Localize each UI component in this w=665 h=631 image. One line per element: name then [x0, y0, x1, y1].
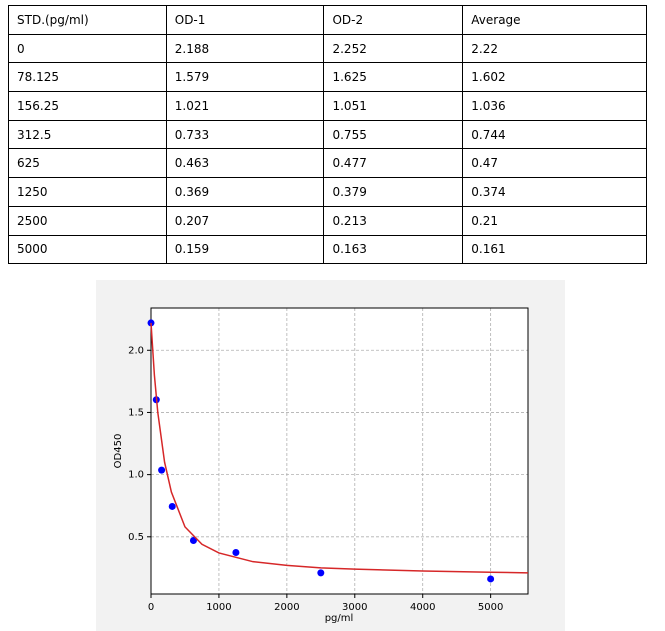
table-row: 2500 0.207 0.213 0.21 [8, 205, 647, 236]
x-tick-label: 2000 [274, 602, 299, 613]
table-cell: 0.213 [323, 205, 464, 236]
y-axis-label: OD450 [113, 434, 124, 469]
data-point [317, 569, 325, 577]
data-point [189, 537, 197, 545]
table-cell: 0.379 [323, 177, 464, 207]
table-cell: 5000 [8, 234, 167, 265]
y-tick-label: 1.5 [128, 407, 144, 418]
table-cell: STD.(pg/ml) [8, 5, 167, 35]
table-row: 5000 0.159 0.163 0.161 [8, 234, 647, 265]
data-point [487, 575, 495, 583]
table-cell: 0.755 [323, 119, 464, 150]
table-cell: 0.733 [165, 119, 325, 150]
table-cell: 0.161 [462, 234, 647, 265]
plot-area [151, 308, 528, 594]
table-cell: 1.051 [323, 91, 464, 121]
table-cell: Average [462, 5, 647, 35]
table-cell: 1.602 [462, 62, 647, 93]
data-point [158, 466, 166, 474]
table-cell: 1250 [8, 177, 167, 207]
table-cell: 625 [8, 148, 167, 179]
table-cell: 0.163 [323, 234, 464, 265]
fit-curve [150, 322, 529, 574]
chart: pg/ml OD450 0 1000 2000 3000 4000 5000 0.5 1.0 1… [96, 280, 565, 631]
x-tick-label: 1000 [206, 602, 231, 613]
y-tick-label: 1.0 [128, 470, 144, 481]
table-cell: 0.744 [462, 119, 647, 150]
x-tick-label: 5000 [478, 602, 503, 613]
data-point [232, 548, 240, 556]
table-cell: OD-1 [165, 5, 325, 35]
table-cell: 0.374 [462, 177, 647, 207]
table-cell: OD-2 [323, 5, 464, 35]
table-cell: 1.625 [323, 62, 464, 93]
table-cell: 156.25 [8, 91, 167, 121]
axes-frame [150, 307, 529, 595]
x-tick-label: 0 [148, 602, 154, 613]
table-cell: 0.477 [323, 148, 464, 179]
table-body: STD.(pg/ml) OD-1 OD-2 Average 0 2.188 2.252 2.2… [8, 5, 647, 265]
y-tick-label: 2.0 [128, 345, 144, 356]
table-cell: 2.252 [323, 33, 464, 64]
data-table: STD.(pg/ml) OD-1 OD-2 Average 0 2.188 2.252 2.2… [8, 5, 647, 265]
table-cell: 0.159 [165, 234, 325, 265]
table-cell: 0 [8, 33, 167, 64]
table-cell: 2.22 [462, 33, 647, 64]
table-cell: 2.188 [165, 33, 325, 64]
table-cell: 1.579 [165, 62, 325, 93]
table-row: 78.125 1.579 1.625 1.602 [8, 62, 647, 93]
table-row: STD.(pg/ml) OD-1 OD-2 Average [8, 5, 647, 35]
table-cell: 0.463 [165, 148, 325, 179]
table-cell: 0.369 [165, 177, 325, 207]
table-row: 0 2.188 2.252 2.22 [8, 33, 647, 64]
table-row: 156.25 1.021 1.051 1.036 [8, 91, 647, 121]
table-cell: 78.125 [8, 62, 167, 93]
table-cell: 1.021 [165, 91, 325, 121]
table-cell: 312.5 [8, 119, 167, 150]
table-cell: 0.47 [462, 148, 647, 179]
x-tick-label: 3000 [342, 602, 367, 613]
data-point [168, 502, 176, 510]
table-row: 1250 0.369 0.379 0.374 [8, 177, 647, 207]
table-cell: 0.21 [462, 205, 647, 236]
table-cell: 1.036 [462, 91, 647, 121]
x-tick-label: 4000 [410, 602, 435, 613]
table-cell: 2500 [8, 205, 167, 236]
table-row: 312.5 0.733 0.755 0.744 [8, 119, 647, 150]
x-axis-label: pg/ml [325, 613, 354, 624]
y-tick-label: 0.5 [128, 532, 144, 543]
table-cell: 0.207 [165, 205, 325, 236]
table-row: 625 0.463 0.477 0.47 [8, 148, 647, 179]
